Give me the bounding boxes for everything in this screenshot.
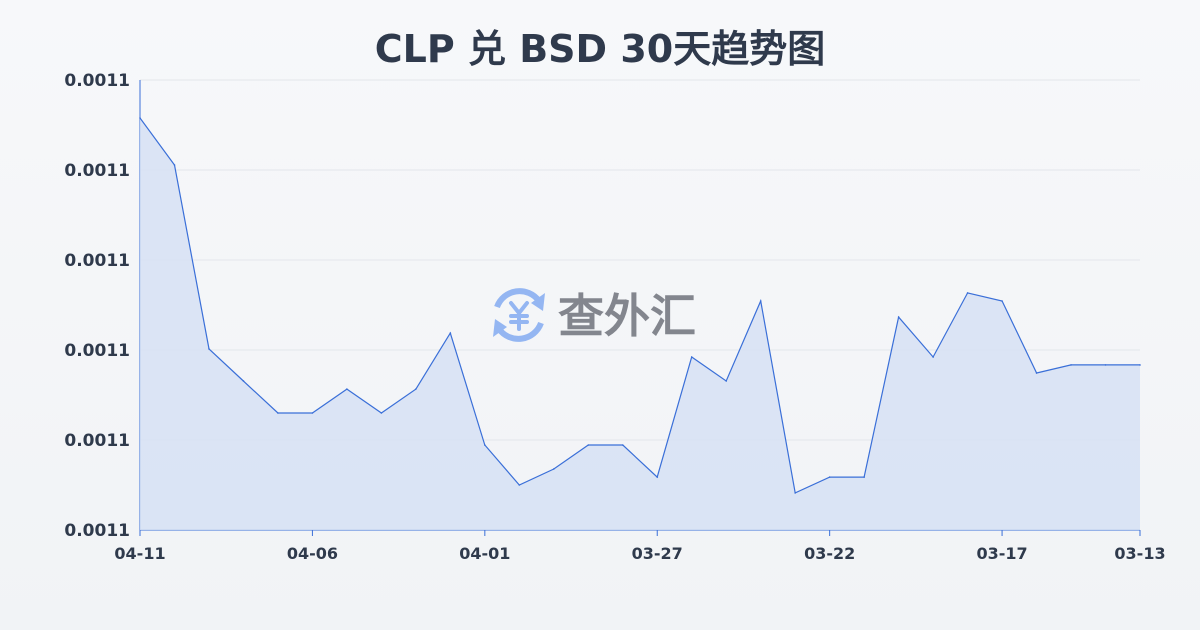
data-point [725,380,728,382]
data-point [794,492,796,494]
data-point [346,388,348,390]
data-point [656,476,659,478]
x-tick-label: 03-22 [804,544,855,563]
yen-exchange-icon [493,288,545,342]
data-point [966,292,969,294]
x-tick-label: 04-01 [459,544,510,563]
x-tick-label: 03-17 [976,544,1027,563]
data-point [139,117,141,119]
data-point [311,412,314,414]
chart-title: CLP 兑 BSD 30天趋势图 [374,27,826,71]
data-point [759,300,762,302]
x-tick-label: 03-27 [632,544,683,563]
y-tick-label: 0.0011 [64,161,130,181]
data-point [1104,364,1107,366]
data-point [518,484,521,486]
y-tick-label: 0.0011 [64,251,130,271]
y-tick-label: 0.0011 [64,341,130,361]
data-point [277,412,279,414]
data-point [690,356,693,358]
y-tick-label: 0.0011 [64,71,130,91]
watermark: 查外汇 [493,288,696,343]
data-point [932,356,934,358]
series-line [139,117,1140,494]
data-point [897,316,900,318]
data-point [1001,300,1003,302]
data-point [1070,364,1072,366]
data-point [484,444,486,446]
data-point [1035,372,1038,374]
x-tick-label: 04-11 [114,544,165,563]
data-point [621,444,624,446]
data-point [587,444,590,446]
y-tick-label: 0.0011 [64,431,130,451]
x-tick-label: 04-06 [287,544,338,563]
data-point [828,476,831,478]
data-point [173,164,176,166]
data-point [449,332,452,334]
data-point [552,468,555,470]
data-point [208,348,210,350]
data-point [242,380,245,382]
data-point [1139,364,1141,366]
y-tick-label: 0.0011 [64,521,130,541]
data-point [863,476,865,478]
data-point [380,412,383,414]
x-tick-label: 03-13 [1114,544,1165,563]
area-fill [140,118,1140,530]
data-point [415,388,417,390]
watermark-text: 查外汇 [558,289,696,343]
